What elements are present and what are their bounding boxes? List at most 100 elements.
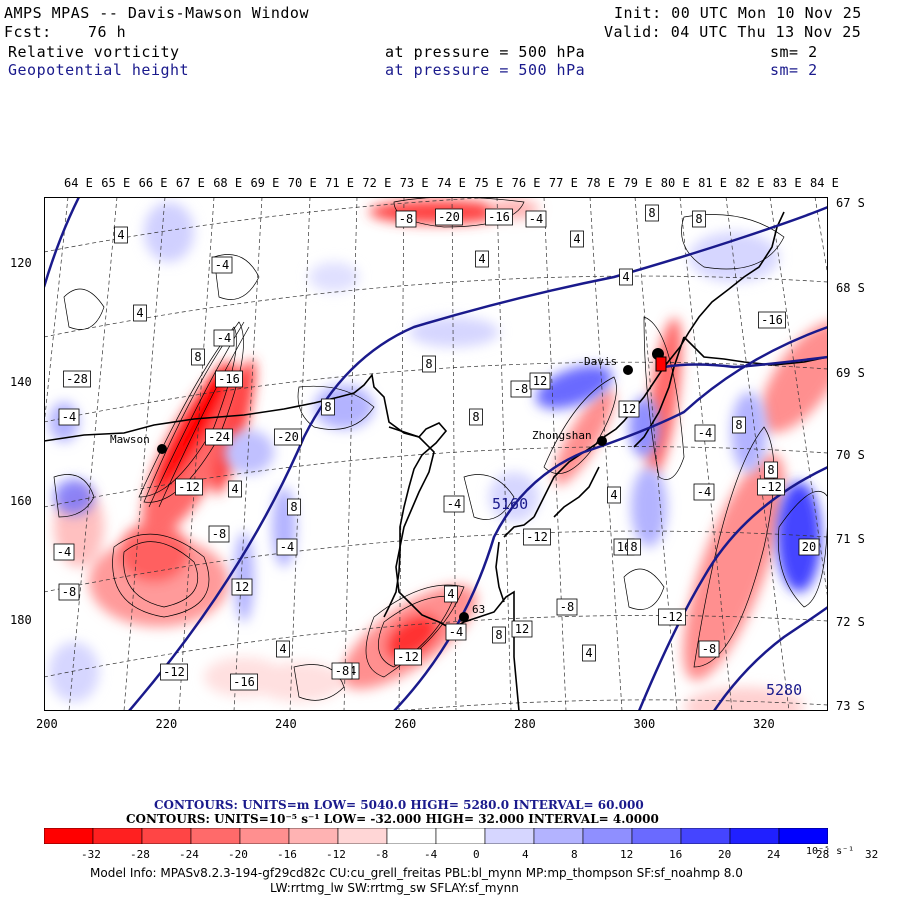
- latitude-label: 69 S: [836, 366, 865, 380]
- colorbar-tick-label: 24: [767, 848, 781, 861]
- station-label-zhongshan: Zhongshan: [532, 429, 592, 442]
- svg-text:8: 8: [425, 357, 432, 371]
- vorticity-label: -12: [175, 478, 203, 496]
- vorticity-label: -4: [58, 408, 80, 426]
- svg-text:-28: -28: [66, 372, 88, 386]
- colorbar-tick-label: 12: [620, 848, 634, 861]
- svg-text:-4: -4: [529, 212, 543, 226]
- colorbar-tick-label: 28: [816, 848, 830, 861]
- graticule: [44, 197, 828, 711]
- svg-text:8: 8: [648, 206, 655, 220]
- colorbar-tick-label: -12: [326, 848, 346, 861]
- longitude-label: 79 E: [623, 176, 653, 190]
- longitude-label: 69 E: [250, 176, 280, 190]
- colorbar-tick-label: 20: [718, 848, 732, 861]
- svg-text:-12: -12: [397, 650, 419, 664]
- svg-text:-4: -4: [280, 540, 294, 554]
- vorticity-label: 8: [732, 416, 746, 434]
- station-label-63: 63: [472, 603, 485, 616]
- x-tick-label: 200: [36, 717, 58, 731]
- svg-text:12: 12: [533, 374, 547, 388]
- height-label-5160: 5160: [492, 495, 528, 513]
- vorticity-label: 4: [114, 226, 128, 244]
- colorbar-tick-label: -32: [81, 848, 101, 861]
- vorticity-label: -24: [205, 428, 233, 446]
- x-tick-label: 240: [275, 717, 297, 731]
- longitude-label: 81 E: [698, 176, 727, 190]
- svg-text:-12: -12: [526, 530, 548, 544]
- vorticity-label: 8: [321, 398, 335, 416]
- vorticity-label: 4: [444, 585, 458, 603]
- vorticity-label: 8: [422, 355, 436, 373]
- svg-text:-20: -20: [277, 430, 299, 444]
- svg-text:4: 4: [585, 646, 592, 660]
- longitude-label: 64 E: [64, 176, 93, 190]
- vorticity-label: -8: [331, 662, 353, 680]
- valid-time: Valid: 04 UTC Thu 13 Nov 25: [604, 23, 862, 41]
- svg-text:12: 12: [235, 580, 249, 594]
- model-info-line-2: LW:rrtmg_lw SW:rrtmg_sw SFLAY:sf_mynn: [270, 881, 519, 895]
- colorbar: [44, 828, 828, 844]
- init-time: Init: 00 UTC Mon 10 Nov 25: [614, 4, 862, 22]
- latitude-label: 72 S: [836, 615, 865, 629]
- vorticity-label: -12: [757, 478, 785, 496]
- vorticity-label: 4: [475, 250, 489, 268]
- vorticity-label: -12: [658, 608, 686, 626]
- svg-text:4: 4: [478, 252, 485, 266]
- vorticity-label: 8: [692, 210, 706, 228]
- svg-text:4: 4: [573, 232, 580, 246]
- svg-text:-4: -4: [698, 426, 712, 440]
- colorbar-tick-label: 0: [473, 848, 480, 861]
- svg-text:-4: -4: [697, 485, 711, 499]
- vorticity-shading: [49, 199, 828, 711]
- vorticity-label: -8: [58, 583, 80, 601]
- vorticity-label: -20: [435, 208, 463, 226]
- colorbar-tick-label: -8: [375, 848, 389, 861]
- vorticity-label: -20: [274, 428, 302, 446]
- svg-text:8: 8: [290, 500, 297, 514]
- svg-text:8: 8: [472, 410, 479, 424]
- svg-text:8: 8: [495, 628, 502, 642]
- colorbar-tick-label: -16: [277, 848, 297, 861]
- plot-title: AMPS MPAS -- Davis-Mawson Window: [4, 4, 309, 22]
- colorbar-units: 10⁻⁵ s⁻¹: [806, 846, 855, 857]
- y-tick-label: 120: [10, 256, 32, 270]
- colorbar-swatch: [141, 828, 192, 844]
- colorbar-swatch: [337, 828, 388, 844]
- vorticity-label: 8: [287, 498, 301, 516]
- field-1-smoothing: sm= 2: [770, 43, 818, 61]
- svg-text:4: 4: [610, 488, 617, 502]
- longitude-label: 74 E: [437, 176, 466, 190]
- svg-text:4: 4: [622, 270, 629, 284]
- svg-text:-8: -8: [560, 600, 574, 614]
- svg-text:8: 8: [194, 350, 201, 364]
- svg-text:4: 4: [231, 482, 238, 496]
- svg-text:-12: -12: [661, 610, 683, 624]
- field-1-level: at pressure = 500 hPa: [385, 43, 586, 61]
- y-tick-label: 180: [10, 613, 32, 627]
- x-tick-label: 280: [514, 717, 536, 731]
- svg-text:4: 4: [279, 642, 286, 656]
- svg-text:20: 20: [802, 540, 816, 554]
- longitude-label: 73 E: [399, 176, 429, 190]
- x-tick-label: 260: [394, 717, 417, 731]
- colorbar-swatch: [778, 828, 828, 844]
- svg-text:-16: -16: [233, 675, 255, 689]
- vorticity-label: -8: [395, 210, 417, 228]
- svg-text:-4: -4: [447, 497, 461, 511]
- height-contour-info: CONTOURS: UNITS=m LOW= 5040.0 HIGH= 5280…: [154, 798, 644, 812]
- svg-text:-20: -20: [438, 210, 460, 224]
- colorbar-swatch: [239, 828, 290, 844]
- colorbar-tick-label: 32: [865, 848, 879, 861]
- vorticity-label: 4: [570, 230, 584, 248]
- colorbar-swatch: [484, 828, 535, 844]
- svg-text:-24: -24: [208, 430, 230, 444]
- svg-text:4: 4: [136, 306, 143, 320]
- height-label-5280: 5280: [766, 681, 802, 699]
- vorticity-label: 8: [469, 408, 483, 426]
- vorticity-label: 8: [627, 538, 641, 556]
- latitude-label: 71 S: [836, 532, 865, 546]
- vorticity-contour-labels: -8 -20 -16 -4 8 8 4 4 -4 4 4 4 8 8 8 -8 -20 -28 -16 -4 -24 -1…: [53, 204, 820, 691]
- svg-text:-4: -4: [217, 331, 231, 345]
- vorticity-label: 8: [191, 348, 205, 366]
